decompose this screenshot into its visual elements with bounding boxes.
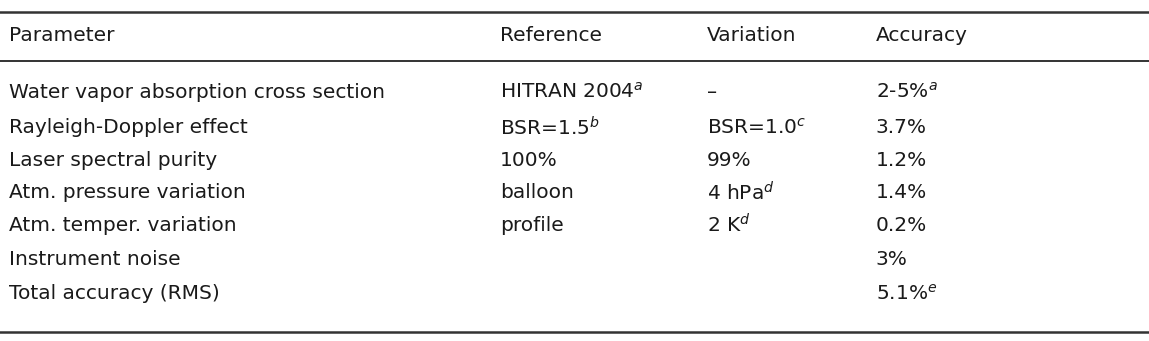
Text: 99%: 99%	[707, 151, 751, 170]
Text: 3.7%: 3.7%	[876, 118, 926, 137]
Text: Rayleigh-Doppler effect: Rayleigh-Doppler effect	[9, 118, 248, 137]
Text: 100%: 100%	[500, 151, 557, 170]
Text: Accuracy: Accuracy	[876, 26, 967, 45]
Text: Total accuracy (RMS): Total accuracy (RMS)	[9, 284, 219, 303]
Text: –: –	[707, 83, 717, 102]
Text: 3%: 3%	[876, 250, 908, 269]
Text: 1.4%: 1.4%	[876, 183, 927, 202]
Text: 2 K$^{d}$: 2 K$^{d}$	[707, 213, 750, 237]
Text: BSR=1.5$^{b}$: BSR=1.5$^{b}$	[500, 116, 600, 139]
Text: Parameter: Parameter	[9, 26, 115, 45]
Text: Laser spectral purity: Laser spectral purity	[9, 151, 217, 170]
Text: Atm. temper. variation: Atm. temper. variation	[9, 216, 237, 235]
Text: HITRAN 2004$^{a}$: HITRAN 2004$^{a}$	[500, 82, 643, 102]
Text: Instrument noise: Instrument noise	[9, 250, 180, 269]
Text: profile: profile	[500, 216, 563, 235]
Text: 4 hPa$^{d}$: 4 hPa$^{d}$	[707, 181, 774, 204]
Text: 2-5%$^{a}$: 2-5%$^{a}$	[876, 82, 938, 102]
Text: BSR=1.0$^{c}$: BSR=1.0$^{c}$	[707, 118, 805, 138]
Text: Reference: Reference	[500, 26, 602, 45]
Text: Variation: Variation	[707, 26, 796, 45]
Text: Atm. pressure variation: Atm. pressure variation	[9, 183, 246, 202]
Text: 1.2%: 1.2%	[876, 151, 927, 170]
Text: 0.2%: 0.2%	[876, 216, 927, 235]
Text: balloon: balloon	[500, 183, 573, 202]
Text: 5.1%$^{e}$: 5.1%$^{e}$	[876, 283, 936, 303]
Text: Water vapor absorption cross section: Water vapor absorption cross section	[9, 83, 385, 102]
